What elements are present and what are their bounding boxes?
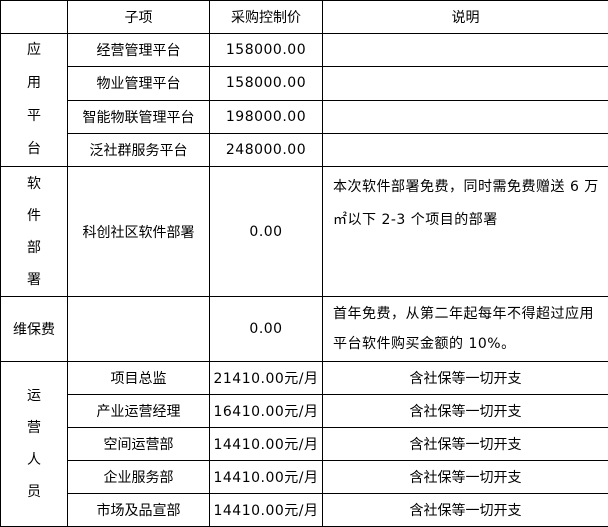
label-char: 用 bbox=[1, 67, 67, 100]
label-char: 台 bbox=[1, 133, 67, 166]
price-cell: 158000.00 bbox=[210, 34, 323, 67]
note-cell: 含社保等一切开支 bbox=[323, 395, 608, 428]
item-cell: 物业管理平台 bbox=[68, 67, 210, 100]
label-char: 软 bbox=[1, 168, 67, 200]
note-cell: 含社保等一切开支 bbox=[323, 428, 608, 461]
header-price: 采购控制价 bbox=[210, 1, 323, 34]
group-label-maintenance: 维保费 bbox=[1, 297, 68, 362]
note-cell: 本次软件部署免费，同时需免费赠送 6 万㎡以下 2-3 个项目的部署 bbox=[323, 167, 608, 297]
table-row-maintenance: 维保费 0.00 首年免费，从第二年起每年不得超过应用平台软件购买金额的 10%… bbox=[1, 297, 608, 362]
price-cell: 14410.00元/月 bbox=[210, 461, 323, 494]
note-cell: 含社保等一切开支 bbox=[323, 494, 608, 527]
price-cell: 158000.00 bbox=[210, 67, 323, 100]
item-cell bbox=[68, 297, 210, 362]
label-char: 员 bbox=[1, 476, 67, 508]
price-cell: 14410.00元/月 bbox=[210, 494, 323, 527]
table-row: 空间运营部 14410.00元/月 含社保等一切开支 bbox=[1, 428, 608, 461]
header-note: 说明 bbox=[323, 1, 608, 34]
table-row: 智能物联管理平台 198000.00 bbox=[1, 100, 608, 133]
table-row-software: 软 件 部 署 科创社区软件部署 0.00 本次软件部署免费，同时需免费赠送 6… bbox=[1, 167, 608, 297]
note-cell bbox=[323, 34, 608, 67]
item-cell: 经营管理平台 bbox=[68, 34, 210, 67]
label-char: 平 bbox=[1, 100, 67, 133]
group-label-software: 软 件 部 署 bbox=[1, 167, 68, 297]
table-row: 产业运营经理 16410.00元/月 含社保等一切开支 bbox=[1, 395, 608, 428]
table-row: 物业管理平台 158000.00 bbox=[1, 67, 608, 100]
item-cell: 市场及品宣部 bbox=[68, 494, 210, 527]
label-char: 署 bbox=[1, 264, 67, 296]
item-cell: 产业运营经理 bbox=[68, 395, 210, 428]
table-row: 运 营 人 员 项目总监 21410.00元/月 含社保等一切开支 bbox=[1, 362, 608, 395]
label-char: 应 bbox=[1, 34, 67, 67]
price-cell: 14410.00元/月 bbox=[210, 428, 323, 461]
note-cell: 首年免费，从第二年起每年不得超过应用平台软件购买金额的 10%。 bbox=[323, 297, 608, 362]
item-cell: 科创社区软件部署 bbox=[68, 167, 210, 297]
label-char: 件 bbox=[1, 200, 67, 232]
price-cell: 0.00 bbox=[210, 167, 323, 297]
label-char: 部 bbox=[1, 232, 67, 264]
header-category bbox=[1, 1, 68, 34]
label-char: 人 bbox=[1, 444, 67, 476]
price-cell: 0.00 bbox=[210, 297, 323, 362]
table-row: 应 用 平 台 经营管理平台 158000.00 bbox=[1, 34, 608, 67]
note-cell bbox=[323, 100, 608, 133]
note-cell: 含社保等一切开支 bbox=[323, 461, 608, 494]
label-char: 运 bbox=[1, 380, 67, 412]
group-label-platform: 应 用 平 台 bbox=[1, 34, 68, 167]
table-row: 企业服务部 14410.00元/月 含社保等一切开支 bbox=[1, 461, 608, 494]
header-row: 子项 采购控制价 说明 bbox=[1, 1, 608, 34]
note-cell bbox=[323, 67, 608, 100]
price-cell: 248000.00 bbox=[210, 133, 323, 166]
price-cell: 21410.00元/月 bbox=[210, 362, 323, 395]
item-cell: 空间运营部 bbox=[68, 428, 210, 461]
item-cell: 项目总监 bbox=[68, 362, 210, 395]
price-cell: 198000.00 bbox=[210, 100, 323, 133]
note-cell bbox=[323, 133, 608, 166]
item-cell: 企业服务部 bbox=[68, 461, 210, 494]
table-row: 泛社群服务平台 248000.00 bbox=[1, 133, 608, 166]
header-item: 子项 bbox=[68, 1, 210, 34]
label-char: 营 bbox=[1, 412, 67, 444]
group-label-staff: 运 营 人 员 bbox=[1, 362, 68, 527]
note-cell: 含社保等一切开支 bbox=[323, 362, 608, 395]
table-row: 市场及品宣部 14410.00元/月 含社保等一切开支 bbox=[1, 494, 608, 527]
item-cell: 泛社群服务平台 bbox=[68, 133, 210, 166]
item-cell: 智能物联管理平台 bbox=[68, 100, 210, 133]
price-cell: 16410.00元/月 bbox=[210, 395, 323, 428]
